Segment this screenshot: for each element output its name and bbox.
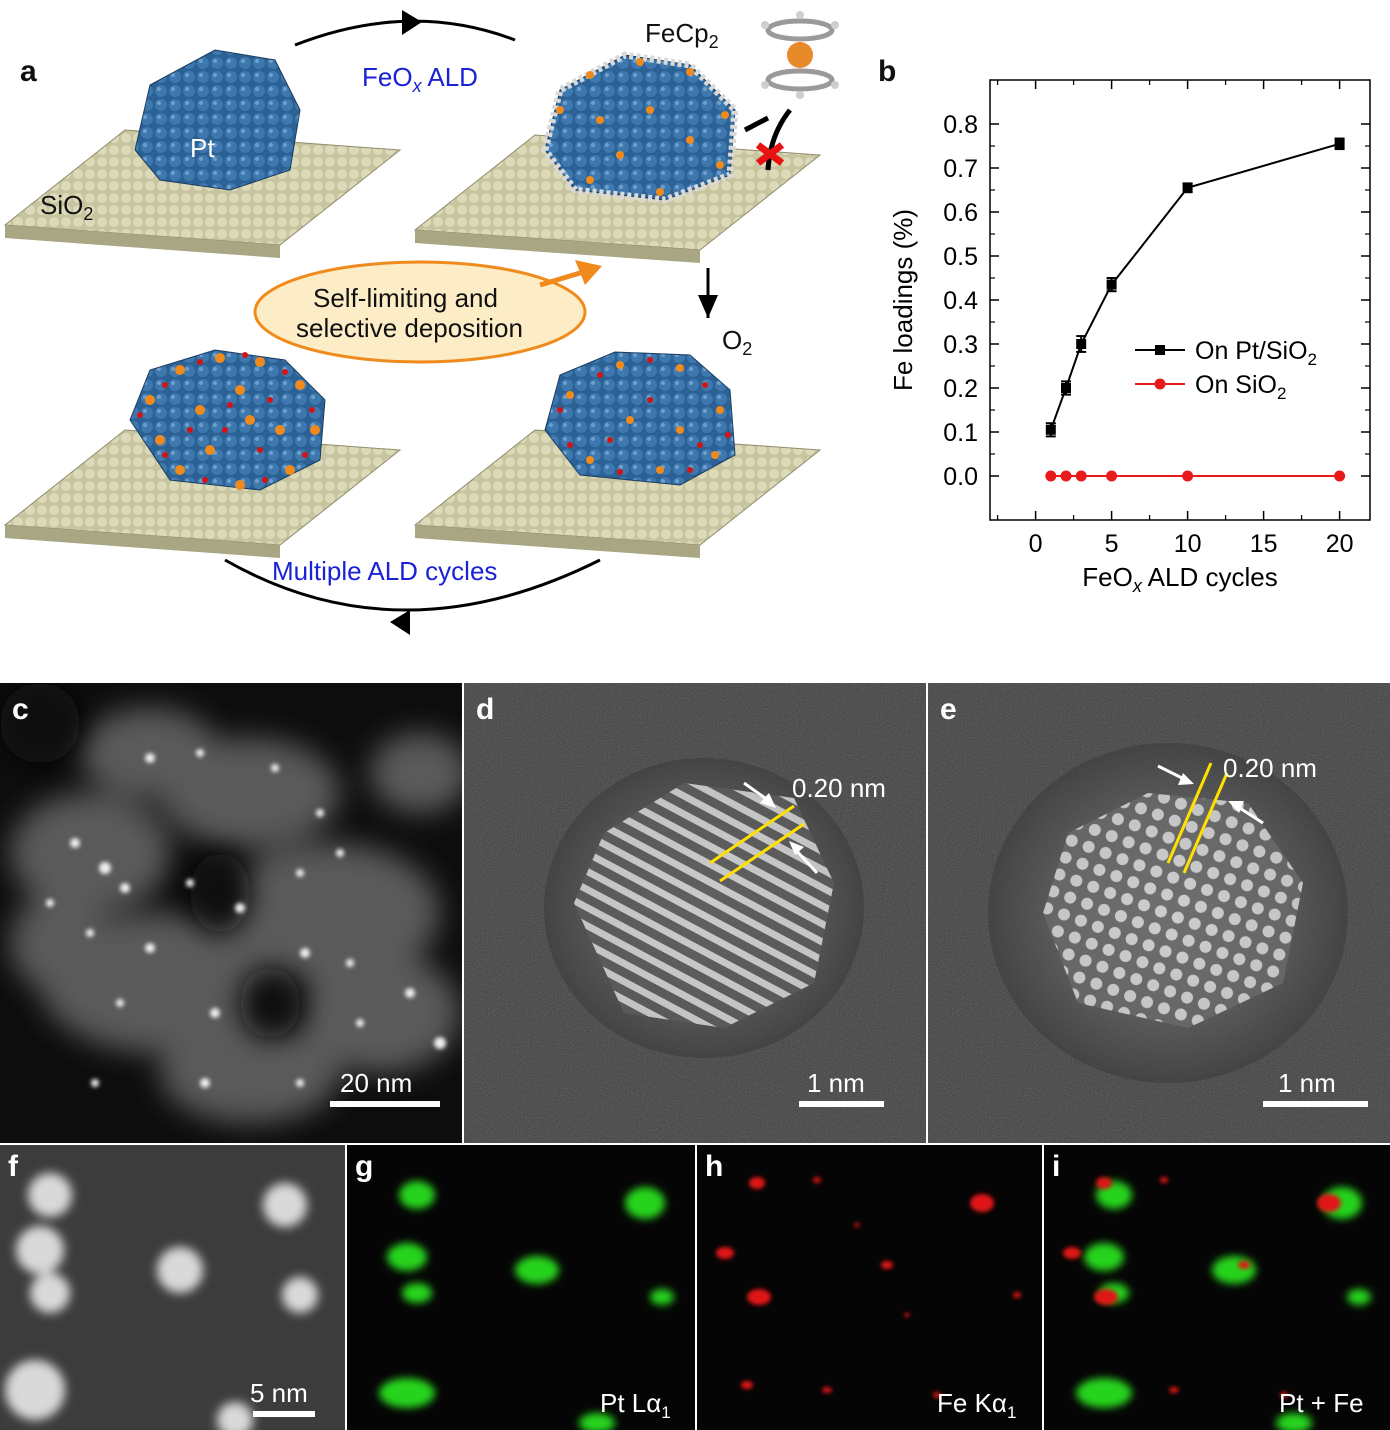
pt-nanoparticle-bare bbox=[134, 49, 301, 191]
y-tick-label: 0.5 bbox=[943, 243, 978, 271]
cycle-arrow-bottom bbox=[224, 558, 601, 612]
panel-b-label: b bbox=[878, 55, 897, 88]
y-tick-label: 0.2 bbox=[943, 375, 978, 403]
fe-ka1-label: Fe Kα1 bbox=[937, 1388, 1017, 1423]
bubble-text-line1: Self-limiting and bbox=[313, 283, 498, 313]
legend-0-marker bbox=[1155, 345, 1165, 355]
pt-label: Pt bbox=[190, 133, 215, 163]
series-0-point bbox=[1182, 182, 1193, 193]
panel-c-scalebar bbox=[330, 1101, 440, 1107]
cycle-arrow-bottom-head bbox=[390, 610, 410, 635]
series-1-point bbox=[1334, 470, 1346, 482]
series-1-point bbox=[1182, 470, 1194, 482]
pt-la1-label: Pt Lα1 bbox=[600, 1388, 671, 1423]
panel-a-schematic: a FeOx ALD FeCp2 Pt SiO2 Self-limiting a… bbox=[0, 0, 860, 650]
panel-f-scalebar bbox=[253, 1411, 315, 1417]
panel-i-overlay-map: i Pt + Fe bbox=[1044, 1145, 1390, 1430]
eds-region-haadf-image bbox=[5, 1173, 318, 1430]
legend-0-label: On Pt/SiO2 bbox=[1195, 337, 1317, 369]
series-1-point bbox=[1060, 470, 1072, 482]
cycle-arrow-top-head bbox=[402, 10, 422, 35]
panel-c-label: c bbox=[12, 693, 29, 726]
pt-fe-overlay-map bbox=[1063, 1177, 1371, 1430]
series-1-point bbox=[1075, 470, 1087, 482]
fecp2-molecule-icon bbox=[761, 11, 839, 99]
series-1-point bbox=[1045, 470, 1057, 482]
legend-1-label: On SiO2 bbox=[1195, 371, 1286, 403]
series-1-point bbox=[1106, 470, 1118, 482]
x-tick-label: 15 bbox=[1250, 530, 1278, 558]
sio2-label: SiO2 bbox=[40, 190, 94, 225]
bubble-orange-arrow-head bbox=[575, 260, 602, 285]
haadf-particle-image-d bbox=[464, 683, 926, 1143]
panel-e-haadf-particle: e 0.20 nm 1 nm bbox=[928, 683, 1390, 1143]
panel-d-haadf-particle: d 0.20 nm 1 nm bbox=[464, 683, 926, 1143]
x-axis-label: FeOx ALD cycles bbox=[1082, 562, 1277, 596]
panel-g-pt-map: g Pt Lα1 bbox=[347, 1145, 695, 1430]
panel-f-scalebar-text: 5 nm bbox=[250, 1378, 308, 1408]
series-0-point bbox=[1061, 383, 1071, 393]
y-axis-label: Fe loadings (%) bbox=[888, 209, 918, 391]
o2-label: O2 bbox=[722, 325, 753, 360]
y-tick-label: 0.1 bbox=[943, 419, 978, 447]
pt-nanoparticle-feox-single bbox=[544, 351, 736, 486]
panel-e-scalebar-text: 1 nm bbox=[1278, 1068, 1336, 1098]
chart-frame bbox=[989, 79, 1371, 521]
series-0-point bbox=[1334, 138, 1345, 149]
series-0-point bbox=[1106, 279, 1117, 290]
pt-fe-label: Pt + Fe bbox=[1279, 1388, 1364, 1418]
panel-c-stem-overview: c 20 nm bbox=[0, 683, 462, 1143]
panel-d-scalebar bbox=[799, 1101, 884, 1107]
y-tick-label: 0.6 bbox=[943, 199, 978, 227]
y-tick-label: 0.7 bbox=[943, 155, 978, 183]
ald-schematic-illustration bbox=[3, 10, 839, 635]
panel-e-label: e bbox=[940, 693, 957, 726]
x-tick-label: 5 bbox=[1105, 530, 1119, 558]
panel-a-label: a bbox=[20, 55, 37, 88]
blocked-adsorption-arrow bbox=[743, 108, 792, 171]
y-tick-label: 0.3 bbox=[943, 331, 978, 359]
oxidation-arrow-head bbox=[698, 295, 718, 318]
legend-1-marker bbox=[1154, 378, 1166, 390]
y-tick-label: 0.0 bbox=[943, 463, 978, 491]
x-tick-label: 20 bbox=[1326, 530, 1354, 558]
y-tick-label: 0.4 bbox=[943, 287, 978, 315]
stem-overview-image bbox=[0, 683, 462, 1123]
panel-i-label: i bbox=[1052, 1150, 1061, 1183]
panel-c-scalebar-text: 20 nm bbox=[340, 1068, 413, 1098]
fe-loading-chart: 0.0 0.1 0.2 0.3 0.4 0.5 0.6 0.7 0.8 0 5 10 15 20 FeOx … bbox=[888, 79, 1371, 596]
x-tick-label: 0 bbox=[1029, 530, 1043, 558]
panel-f-label: f bbox=[8, 1150, 18, 1183]
x-tick-label: 10 bbox=[1174, 530, 1202, 558]
series-0-point bbox=[1076, 339, 1087, 349]
selective-deposition-bubble bbox=[253, 260, 587, 364]
haadf-particle-image-e bbox=[928, 683, 1390, 1143]
bubble-text-line2: selective deposition bbox=[296, 313, 523, 343]
y-tick-label: 0.8 bbox=[943, 111, 978, 139]
pt-elemental-map bbox=[379, 1181, 674, 1430]
pt-nanoparticle-feox-multi bbox=[129, 349, 326, 491]
multiple-ald-cycles-label: Multiple ALD cycles bbox=[272, 556, 498, 586]
panel-e-scalebar bbox=[1263, 1101, 1368, 1107]
panel-g-label: g bbox=[355, 1150, 374, 1183]
panel-d-label: d bbox=[476, 693, 495, 726]
fecp2-label: FeCp2 bbox=[645, 18, 719, 53]
panel-f-stem-eds-region: f 5 nm bbox=[0, 1145, 345, 1430]
feox-ald-label: FeOx ALD bbox=[362, 62, 478, 97]
pt-nanoparticle-fecp2-coated bbox=[541, 51, 739, 204]
panel-h-label: h bbox=[705, 1150, 724, 1183]
panel-d-scalebar-text: 1 nm bbox=[807, 1068, 865, 1098]
panel-h-fe-map: h Fe Kα1 bbox=[697, 1145, 1042, 1430]
fe-elemental-map bbox=[716, 1177, 1021, 1398]
series-0-point bbox=[1045, 424, 1056, 435]
sio2-slab-1 bbox=[3, 129, 402, 258]
panel-e-lattice-spacing: 0.20 nm bbox=[1223, 753, 1317, 783]
panel-d-lattice-spacing: 0.20 nm bbox=[792, 773, 886, 803]
